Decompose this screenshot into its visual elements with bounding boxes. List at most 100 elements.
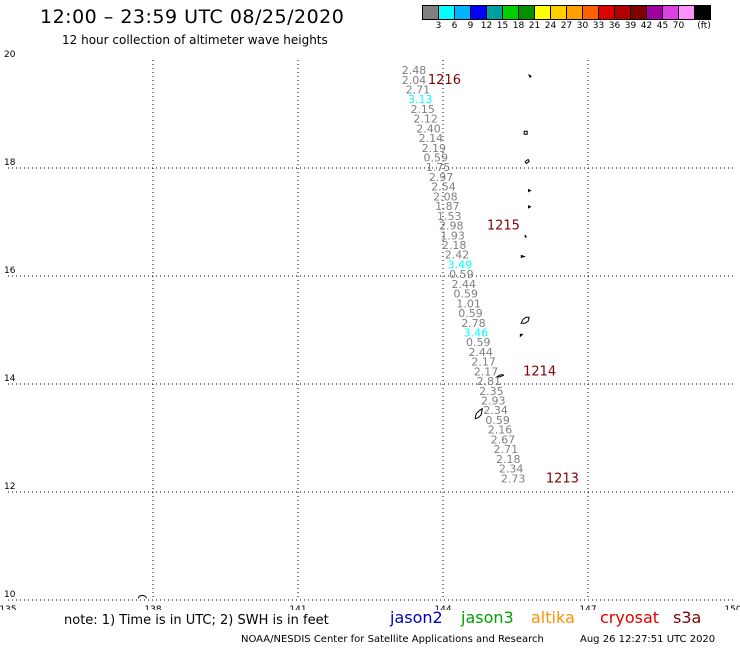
- lat-tick-label: 12: [4, 482, 15, 492]
- color-scale-tick: 15: [496, 21, 509, 31]
- legend-s3a: s3a: [673, 608, 702, 627]
- lon-tick-label: 147: [579, 605, 596, 610]
- wave-height-label: 2.73: [501, 472, 526, 485]
- lon-tick-label: 138: [144, 605, 161, 610]
- wave-height-label: 0.59: [466, 336, 491, 349]
- legend-jason2: jason2: [390, 608, 443, 627]
- lon-tick-label: 150: [724, 605, 740, 610]
- island-coastline: [527, 74, 532, 78]
- units-note: note: 1) Time is in UTC; 2) SWH is in fe…: [64, 613, 329, 628]
- wave-height-label: 2.54: [431, 181, 456, 194]
- island-coastline: [524, 158, 530, 165]
- wave-height-label: 2.04: [402, 74, 427, 87]
- wave-height-label: 2.71: [406, 83, 431, 96]
- wave-height-label: 2.14: [419, 132, 444, 145]
- track-time-label: 1215: [487, 219, 520, 234]
- wave-height-label: 2.42: [445, 249, 470, 262]
- wave-height-label: 2.34: [483, 404, 508, 417]
- island-coastline: [519, 333, 524, 338]
- wave-height-label: 0.59: [485, 414, 510, 427]
- color-scale-tick: 27: [560, 21, 573, 31]
- color-scale-tick: 30: [576, 21, 589, 31]
- legend-altika: altika: [531, 608, 575, 627]
- color-scale-tick: 45: [656, 21, 669, 31]
- footer-credit: NOAA/NESDIS Center for Satellite Applica…: [241, 634, 544, 645]
- wave-height-label: 3.49: [448, 258, 473, 271]
- track-time-label: 1216: [428, 73, 461, 88]
- color-scale: 3 6 9 12 15 18 21 24 27 30 33 36 39 42 45 70 (ft): [422, 5, 711, 34]
- wave-height-label: 2.17: [471, 356, 496, 369]
- wave-height-label: 2.15: [410, 103, 435, 116]
- legend-cryosat: cryosat: [600, 608, 660, 627]
- wave-height-label: 0.59: [449, 268, 474, 281]
- lat-tick-label: 16: [4, 266, 16, 276]
- wave-height-label: 2.93: [481, 395, 506, 408]
- wave-height-label: 2.17: [474, 365, 499, 378]
- color-scale-tick: 18: [512, 21, 525, 31]
- wave-height-label: 2.35: [479, 385, 504, 398]
- wave-height-label: 2.19: [422, 142, 447, 155]
- island-coastline: [520, 316, 530, 324]
- wave-height-label: 2.40: [416, 122, 441, 135]
- map-title: 12:00 – 23:59 UTC 08/25/2020: [40, 6, 345, 28]
- wave-height-label: 2.34: [499, 463, 524, 476]
- color-scale-tick: 33: [592, 21, 605, 31]
- island-coastline: [528, 204, 532, 209]
- color-scale-tick: 24: [544, 21, 557, 31]
- wave-height-label: 1.01: [456, 297, 481, 310]
- lon-tick-label: 141: [289, 605, 306, 610]
- color-scale-tick: 6: [451, 21, 458, 31]
- lat-tick-label: 18: [4, 158, 16, 168]
- wave-height-label: 2.18: [442, 239, 467, 252]
- map-subtitle: 12 hour collection of altimeter wave hei…: [62, 33, 328, 47]
- footer-timestamp: Aug 26 12:27:51 UTC 2020: [580, 634, 716, 645]
- wave-height-label: 3.46: [464, 326, 489, 339]
- color-scale-tick: 12: [480, 21, 493, 31]
- color-scale-swatches: [422, 5, 711, 20]
- island-coastline: [528, 188, 532, 193]
- track-time-label: 1214: [523, 364, 556, 379]
- wave-height-label: 2.16: [488, 424, 513, 437]
- color-scale-tick: 36: [608, 21, 621, 31]
- legend-jason3: jason3: [461, 608, 514, 627]
- wave-height-label: 2.18: [496, 453, 521, 466]
- island-coastline: [474, 407, 483, 420]
- wave-height-map: 135 138 141 144 147 1502018161412102.482.042.…: [0, 50, 740, 610]
- island-coastline: [137, 594, 147, 599]
- wave-height-label: 2.78: [461, 317, 486, 330]
- color-swatch: [694, 5, 711, 20]
- color-scale-tick: 42: [640, 21, 653, 31]
- color-scale-tick: 3: [435, 21, 442, 31]
- island-coastline: [520, 254, 526, 259]
- wave-height-label: 0.59: [458, 307, 483, 320]
- wave-height-label: 2.48: [402, 64, 427, 77]
- wave-height-label: 2.12: [413, 113, 438, 126]
- island-coastline: [524, 234, 527, 238]
- lon-tick-label: 144: [434, 605, 451, 610]
- wave-height-label: 1.93: [440, 229, 465, 242]
- wave-height-label: 2.97: [429, 171, 454, 184]
- wave-height-label: 1.75: [426, 161, 451, 174]
- color-scale-labels: 3 6 9 12 15 18 21 24 27 30 33 36 39 42 45 70 (ft): [422, 20, 711, 34]
- color-scale-tick: 39: [624, 21, 637, 31]
- lon-tick-label: 135: [0, 605, 17, 610]
- wave-height-label: 1.87: [435, 200, 460, 213]
- lat-tick-label: 10: [4, 590, 16, 600]
- wave-height-label: 2.81: [477, 375, 502, 388]
- wave-height-label: 2.67: [491, 433, 516, 446]
- wave-height-label: 2.44: [452, 278, 477, 291]
- color-scale-tick: 70: [672, 21, 685, 31]
- wave-height-label: 0.59: [424, 152, 449, 165]
- wave-height-label: 1.53: [437, 210, 462, 223]
- wave-height-label: 2.08: [433, 190, 458, 203]
- color-scale-unit: (ft): [697, 21, 711, 31]
- island-coastline: [495, 374, 505, 378]
- lat-tick-label: 14: [4, 374, 16, 384]
- track-time-label: 1213: [546, 471, 579, 486]
- wave-height-label: 2.44: [468, 346, 493, 359]
- wave-height-label: 2.71: [494, 443, 519, 456]
- wave-height-label: 3.13: [408, 93, 433, 106]
- color-scale-tick: 21: [528, 21, 541, 31]
- wave-height-label: 2.98: [439, 220, 464, 233]
- wave-height-label: 0.59: [453, 288, 478, 301]
